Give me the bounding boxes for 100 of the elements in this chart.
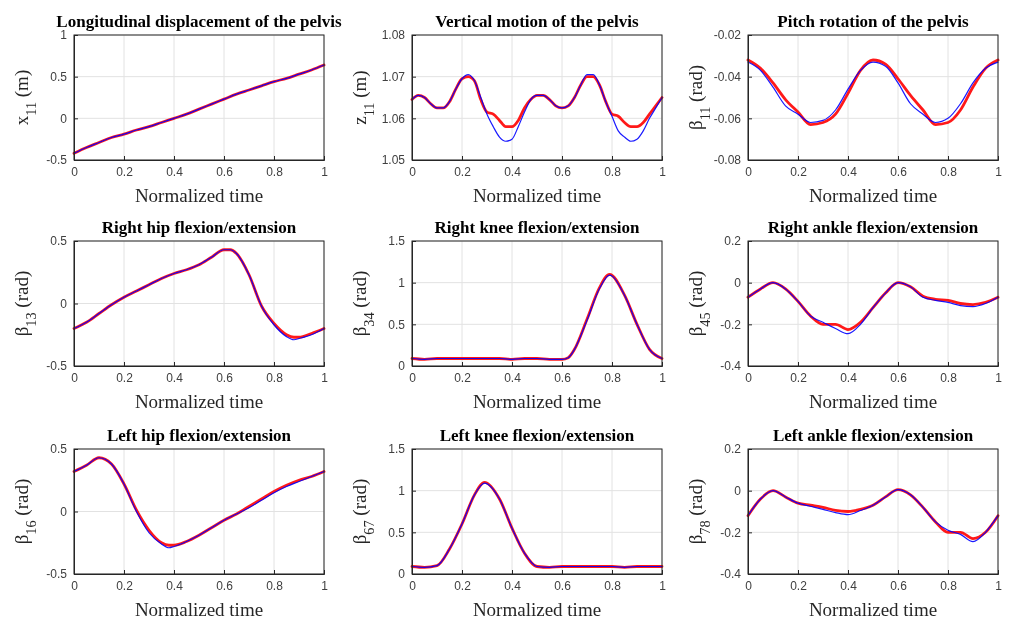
- x-axis-title: Normalized time: [472, 599, 602, 620]
- x-tick-label: 0.4: [166, 578, 184, 593]
- x-tick-label: 0.2: [454, 578, 472, 593]
- x-tick-label: 0.6: [890, 370, 908, 385]
- x-tick-label: 0.6: [554, 370, 572, 385]
- y-tick-label: 1.5: [388, 234, 406, 249]
- x-tick-label: 1: [995, 578, 1003, 593]
- y-tick-label: -0.2: [720, 317, 742, 332]
- y-tick-label: 0.5: [388, 317, 406, 332]
- x-tick-label: 0.2: [454, 370, 472, 385]
- x-tick-label: 0.8: [940, 370, 958, 385]
- x-tick-label: 1: [995, 370, 1003, 385]
- y-tick-label: -0.4: [720, 567, 742, 582]
- y-tick-label: 1.06: [381, 111, 406, 126]
- x-tick-label: 0.6: [554, 164, 572, 179]
- chart-title: Right hip flexion/extension: [101, 218, 297, 237]
- y-tick-label: -0.08: [713, 153, 742, 168]
- y-tick-label: -0.04: [713, 70, 742, 85]
- x-tick-label: 1: [659, 370, 667, 385]
- y-tick-label: 0.5: [50, 442, 68, 457]
- chart-title: Left knee flexion/extension: [439, 426, 635, 445]
- y-tick-label: -0.5: [46, 359, 68, 374]
- y-tick-label: 0: [60, 296, 68, 311]
- x-tick-label: 0.6: [890, 578, 908, 593]
- x-tick-label: 1: [321, 370, 329, 385]
- x-tick-label: 0: [71, 164, 79, 179]
- x-tick-label: 0.4: [840, 578, 858, 593]
- y-tick-label: 1.5: [388, 442, 406, 457]
- chart-title: Pitch rotation of the pelvis: [777, 12, 970, 31]
- x-tick-label: 0.4: [504, 370, 522, 385]
- chart-title: Right knee flexion/extension: [434, 218, 641, 237]
- x-axis-title: Normalized time: [808, 599, 938, 620]
- x-tick-label: 0.4: [166, 370, 184, 385]
- x-tick-label: 0.6: [554, 578, 572, 593]
- x-tick-label: 0.4: [166, 164, 184, 179]
- y-tick-label: 1: [398, 276, 406, 291]
- x-tick-label: 0.8: [604, 370, 622, 385]
- y-tick-label: 1: [398, 484, 406, 499]
- y-tick-label: 0: [398, 567, 406, 582]
- x-tick-label: 0: [409, 578, 417, 593]
- y-tick-label: -0.06: [713, 111, 742, 126]
- y-tick-label: 0.2: [724, 442, 742, 457]
- x-tick-label: 0.8: [940, 164, 958, 179]
- x-tick-label: 0.8: [940, 578, 958, 593]
- x-tick-label: 0.2: [790, 370, 808, 385]
- x-axis-title: Normalized time: [134, 185, 264, 206]
- x-tick-label: 0.2: [116, 370, 134, 385]
- x-tick-label: 0.8: [266, 370, 284, 385]
- x-tick-label: 0: [745, 578, 753, 593]
- x-tick-label: 1: [659, 578, 667, 593]
- x-tick-label: 0: [409, 164, 417, 179]
- x-tick-label: 0.8: [266, 164, 284, 179]
- y-tick-label: -0.2: [720, 525, 742, 540]
- x-tick-label: 1: [995, 164, 1003, 179]
- chart-title: Left hip flexion/extension: [106, 426, 292, 445]
- y-tick-label: 0: [734, 484, 742, 499]
- x-tick-label: 1: [659, 164, 667, 179]
- x-tick-label: 0: [745, 370, 753, 385]
- x-axis-title: Normalized time: [808, 391, 938, 412]
- x-tick-label: 0.8: [604, 164, 622, 179]
- y-tick-label: 0: [60, 504, 68, 519]
- y-tick-label: 0.5: [388, 525, 406, 540]
- y-tick-label: -0.02: [713, 28, 742, 43]
- y-tick-label: 0.5: [50, 234, 68, 249]
- x-tick-label: 0.2: [116, 578, 134, 593]
- x-axis-title: Normalized time: [134, 599, 264, 620]
- x-axis-title: Normalized time: [808, 185, 938, 206]
- x-tick-label: 0.6: [216, 578, 234, 593]
- y-tick-label: 0: [398, 359, 406, 374]
- chart-title: Longitudinal displacement of the pelvis: [56, 12, 343, 31]
- x-axis-title: Normalized time: [472, 391, 602, 412]
- y-tick-label: -0.4: [720, 359, 742, 374]
- chart-title: Right ankle flexion/extension: [767, 218, 979, 237]
- x-tick-label: 0: [71, 578, 79, 593]
- x-tick-label: 1: [321, 164, 329, 179]
- x-tick-label: 0.6: [890, 164, 908, 179]
- y-tick-label: 0: [734, 276, 742, 291]
- x-tick-label: 0.8: [266, 578, 284, 593]
- y-tick-label: -0.5: [46, 567, 68, 582]
- x-tick-label: 0.4: [504, 578, 522, 593]
- y-tick-label: 1: [60, 28, 68, 43]
- y-tick-label: 1.08: [381, 28, 406, 43]
- x-tick-label: 0.4: [840, 370, 858, 385]
- x-tick-label: 0.6: [216, 164, 234, 179]
- x-tick-label: 1: [321, 578, 329, 593]
- x-tick-label: 0: [745, 164, 753, 179]
- chart-title: Vertical motion of the pelvis: [435, 12, 640, 31]
- y-tick-label: 1.05: [381, 153, 406, 168]
- chart-title: Left ankle flexion/extension: [772, 426, 974, 445]
- x-tick-label: 0: [409, 370, 417, 385]
- x-tick-label: 0.2: [790, 164, 808, 179]
- x-tick-label: 0.4: [840, 164, 858, 179]
- y-tick-label: 1.07: [381, 70, 406, 85]
- x-tick-label: 0.6: [216, 370, 234, 385]
- x-tick-label: 0.4: [504, 164, 522, 179]
- x-tick-label: 0.2: [116, 164, 134, 179]
- y-tick-label: 0.2: [724, 234, 742, 249]
- x-tick-label: 0.2: [454, 164, 472, 179]
- y-tick-label: 0.5: [50, 70, 68, 85]
- x-tick-label: 0: [71, 370, 79, 385]
